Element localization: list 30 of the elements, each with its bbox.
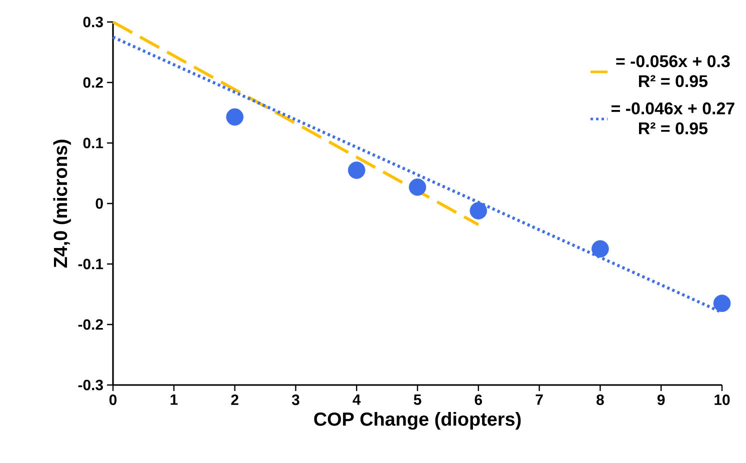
- y-tick-label: 0: [96, 198, 103, 209]
- x-tick-label: 5: [414, 394, 422, 405]
- point: [226, 108, 244, 126]
- x-tick-label: 3: [292, 394, 300, 406]
- y-tick-label: 0.1: [83, 138, 104, 148]
- x-tick-label: 9: [657, 394, 665, 406]
- y-tick-label: -0.3: [78, 380, 103, 390]
- point: [408, 178, 426, 196]
- legend-label: = -0.046x + 0.27: [611, 102, 734, 114]
- annotation: R² = 0.95: [639, 122, 708, 134]
- y-tick-label: -0.1: [78, 258, 104, 270]
- point: [348, 162, 366, 179]
- annotation: R² = 0.95: [639, 75, 708, 88]
- y-tick-label: -0.2: [78, 319, 103, 330]
- x-tick-label: 7: [536, 394, 543, 405]
- x-tick-label: 0: [109, 394, 117, 406]
- y-tick-label: 0.3: [83, 16, 103, 28]
- x-tick-label: 6: [474, 394, 482, 406]
- y-tick-label: 0.2: [83, 77, 103, 88]
- x-tick-label: 2: [231, 394, 238, 405]
- point: [470, 202, 488, 220]
- x-tick-label: 8: [596, 394, 604, 406]
- x-tick-label: 4: [352, 394, 361, 405]
- point: [592, 240, 609, 258]
- x-tick-label: 10: [714, 394, 730, 406]
- y-axis-title: Z4,0 (microns): [53, 140, 71, 268]
- legend-label: = -0.056x + 0.3: [616, 55, 730, 68]
- point: [713, 294, 731, 312]
- x-axis-title: COP Change (diopters): [314, 412, 521, 430]
- x-tick-label: 1: [170, 394, 178, 405]
